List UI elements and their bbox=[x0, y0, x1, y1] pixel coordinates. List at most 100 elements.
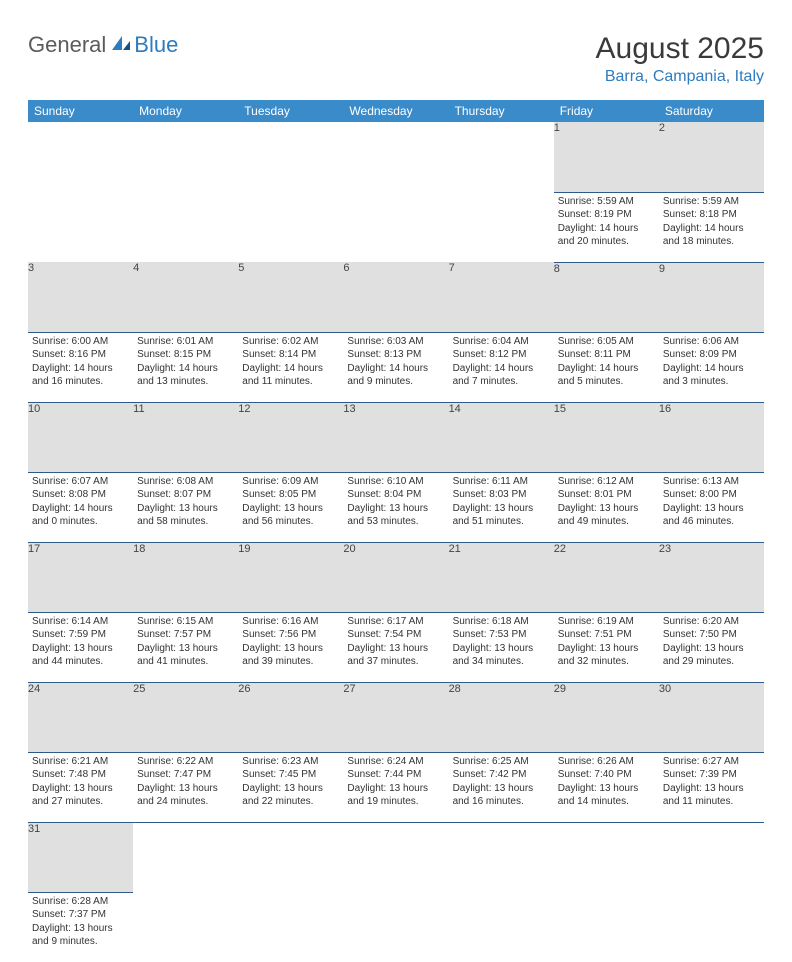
day-number-row: 12 bbox=[28, 122, 764, 192]
day-cell: Sunrise: 6:25 AMSunset: 7:42 PMDaylight:… bbox=[449, 752, 554, 822]
day-cell: Sunrise: 6:23 AMSunset: 7:45 PMDaylight:… bbox=[238, 752, 343, 822]
day-content: Sunrise: 6:28 AMSunset: 7:37 PMDaylight:… bbox=[28, 893, 133, 955]
day-cell: Sunrise: 6:08 AMSunset: 8:07 PMDaylight:… bbox=[133, 472, 238, 542]
weekday-header-row: Sunday Monday Tuesday Wednesday Thursday… bbox=[28, 100, 764, 122]
logo-sail-icon bbox=[110, 34, 132, 57]
weekday-header: Tuesday bbox=[238, 100, 343, 122]
day-content: Sunrise: 6:18 AMSunset: 7:53 PMDaylight:… bbox=[449, 613, 554, 675]
day-cell: Sunrise: 6:20 AMSunset: 7:50 PMDaylight:… bbox=[659, 612, 764, 682]
weekday-header: Monday bbox=[133, 100, 238, 122]
day-cell: Sunrise: 6:04 AMSunset: 8:12 PMDaylight:… bbox=[449, 332, 554, 402]
day-content: Sunrise: 6:11 AMSunset: 8:03 PMDaylight:… bbox=[449, 473, 554, 535]
day-number-cell bbox=[343, 122, 448, 192]
title-block: August 2025 Barra, Campania, Italy bbox=[596, 32, 764, 86]
day-content: Sunrise: 6:20 AMSunset: 7:50 PMDaylight:… bbox=[659, 613, 764, 675]
header: General Blue August 2025 Barra, Campania… bbox=[28, 32, 764, 86]
logo-text-general: General bbox=[28, 32, 106, 58]
day-content: Sunrise: 6:02 AMSunset: 8:14 PMDaylight:… bbox=[238, 333, 343, 395]
day-number-cell: 18 bbox=[133, 542, 238, 612]
day-cell: Sunrise: 6:28 AMSunset: 7:37 PMDaylight:… bbox=[28, 892, 133, 962]
weekday-header: Sunday bbox=[28, 100, 133, 122]
day-cell: Sunrise: 6:15 AMSunset: 7:57 PMDaylight:… bbox=[133, 612, 238, 682]
day-content: Sunrise: 5:59 AMSunset: 8:18 PMDaylight:… bbox=[659, 193, 764, 255]
day-number-row: 31 bbox=[28, 822, 764, 892]
day-content: Sunrise: 6:21 AMSunset: 7:48 PMDaylight:… bbox=[28, 753, 133, 815]
day-cell: Sunrise: 5:59 AMSunset: 8:19 PMDaylight:… bbox=[554, 192, 659, 262]
day-number-cell: 26 bbox=[238, 682, 343, 752]
day-cell bbox=[28, 192, 133, 262]
day-cell: Sunrise: 6:22 AMSunset: 7:47 PMDaylight:… bbox=[133, 752, 238, 822]
day-number-cell bbox=[659, 822, 764, 892]
day-cell: Sunrise: 6:00 AMSunset: 8:16 PMDaylight:… bbox=[28, 332, 133, 402]
day-content: Sunrise: 6:01 AMSunset: 8:15 PMDaylight:… bbox=[133, 333, 238, 395]
weekday-header: Friday bbox=[554, 100, 659, 122]
logo-text-blue: Blue bbox=[134, 32, 178, 58]
day-cell: Sunrise: 6:10 AMSunset: 8:04 PMDaylight:… bbox=[343, 472, 448, 542]
day-cell: Sunrise: 6:01 AMSunset: 8:15 PMDaylight:… bbox=[133, 332, 238, 402]
day-content: Sunrise: 5:59 AMSunset: 8:19 PMDaylight:… bbox=[554, 193, 659, 255]
day-number-cell bbox=[343, 822, 448, 892]
day-content: Sunrise: 6:14 AMSunset: 7:59 PMDaylight:… bbox=[28, 613, 133, 675]
weekday-header: Thursday bbox=[449, 100, 554, 122]
day-cell: Sunrise: 6:13 AMSunset: 8:00 PMDaylight:… bbox=[659, 472, 764, 542]
day-number-cell: 2 bbox=[659, 122, 764, 192]
day-number-cell bbox=[28, 122, 133, 192]
weekday-header: Saturday bbox=[659, 100, 764, 122]
day-content: Sunrise: 6:23 AMSunset: 7:45 PMDaylight:… bbox=[238, 753, 343, 815]
day-content: Sunrise: 6:12 AMSunset: 8:01 PMDaylight:… bbox=[554, 473, 659, 535]
day-number-cell: 31 bbox=[28, 822, 133, 892]
day-content: Sunrise: 6:07 AMSunset: 8:08 PMDaylight:… bbox=[28, 473, 133, 535]
week-row: Sunrise: 6:14 AMSunset: 7:59 PMDaylight:… bbox=[28, 612, 764, 682]
day-cell: Sunrise: 6:19 AMSunset: 7:51 PMDaylight:… bbox=[554, 612, 659, 682]
day-number-cell bbox=[554, 822, 659, 892]
day-number-cell: 13 bbox=[343, 402, 448, 472]
day-number-cell: 5 bbox=[238, 262, 343, 332]
week-row: Sunrise: 6:21 AMSunset: 7:48 PMDaylight:… bbox=[28, 752, 764, 822]
day-number-cell: 28 bbox=[449, 682, 554, 752]
week-row: Sunrise: 6:28 AMSunset: 7:37 PMDaylight:… bbox=[28, 892, 764, 962]
day-number-row: 17181920212223 bbox=[28, 542, 764, 612]
month-title: August 2025 bbox=[596, 32, 764, 66]
day-cell: Sunrise: 6:16 AMSunset: 7:56 PMDaylight:… bbox=[238, 612, 343, 682]
day-number-cell: 6 bbox=[343, 262, 448, 332]
week-row: Sunrise: 6:00 AMSunset: 8:16 PMDaylight:… bbox=[28, 332, 764, 402]
day-number-cell: 1 bbox=[554, 122, 659, 192]
day-number-cell: 27 bbox=[343, 682, 448, 752]
day-content: Sunrise: 6:25 AMSunset: 7:42 PMDaylight:… bbox=[449, 753, 554, 815]
day-number-cell: 21 bbox=[449, 542, 554, 612]
day-number-cell: 30 bbox=[659, 682, 764, 752]
day-cell bbox=[659, 892, 764, 962]
day-content: Sunrise: 6:08 AMSunset: 8:07 PMDaylight:… bbox=[133, 473, 238, 535]
day-number-cell: 17 bbox=[28, 542, 133, 612]
day-number-cell: 16 bbox=[659, 402, 764, 472]
day-number-cell: 29 bbox=[554, 682, 659, 752]
day-cell bbox=[554, 892, 659, 962]
day-content: Sunrise: 6:00 AMSunset: 8:16 PMDaylight:… bbox=[28, 333, 133, 395]
day-number-row: 24252627282930 bbox=[28, 682, 764, 752]
day-number-cell bbox=[238, 822, 343, 892]
weekday-header: Wednesday bbox=[343, 100, 448, 122]
day-content: Sunrise: 6:19 AMSunset: 7:51 PMDaylight:… bbox=[554, 613, 659, 675]
day-cell: Sunrise: 6:14 AMSunset: 7:59 PMDaylight:… bbox=[28, 612, 133, 682]
day-number-cell: 3 bbox=[28, 262, 133, 332]
day-cell: Sunrise: 6:05 AMSunset: 8:11 PMDaylight:… bbox=[554, 332, 659, 402]
day-content: Sunrise: 6:03 AMSunset: 8:13 PMDaylight:… bbox=[343, 333, 448, 395]
day-content: Sunrise: 6:05 AMSunset: 8:11 PMDaylight:… bbox=[554, 333, 659, 395]
day-cell bbox=[449, 892, 554, 962]
day-number-cell: 9 bbox=[659, 262, 764, 332]
day-cell: Sunrise: 6:27 AMSunset: 7:39 PMDaylight:… bbox=[659, 752, 764, 822]
day-number-cell: 4 bbox=[133, 262, 238, 332]
day-number-cell: 19 bbox=[238, 542, 343, 612]
day-content: Sunrise: 6:15 AMSunset: 7:57 PMDaylight:… bbox=[133, 613, 238, 675]
day-number-row: 3456789 bbox=[28, 262, 764, 332]
day-number-cell bbox=[449, 822, 554, 892]
day-cell bbox=[343, 192, 448, 262]
day-number-cell: 22 bbox=[554, 542, 659, 612]
day-cell: Sunrise: 6:24 AMSunset: 7:44 PMDaylight:… bbox=[343, 752, 448, 822]
day-cell: Sunrise: 6:09 AMSunset: 8:05 PMDaylight:… bbox=[238, 472, 343, 542]
day-cell: Sunrise: 6:07 AMSunset: 8:08 PMDaylight:… bbox=[28, 472, 133, 542]
day-cell: Sunrise: 6:02 AMSunset: 8:14 PMDaylight:… bbox=[238, 332, 343, 402]
day-content: Sunrise: 6:09 AMSunset: 8:05 PMDaylight:… bbox=[238, 473, 343, 535]
day-cell: Sunrise: 5:59 AMSunset: 8:18 PMDaylight:… bbox=[659, 192, 764, 262]
week-row: Sunrise: 6:07 AMSunset: 8:08 PMDaylight:… bbox=[28, 472, 764, 542]
